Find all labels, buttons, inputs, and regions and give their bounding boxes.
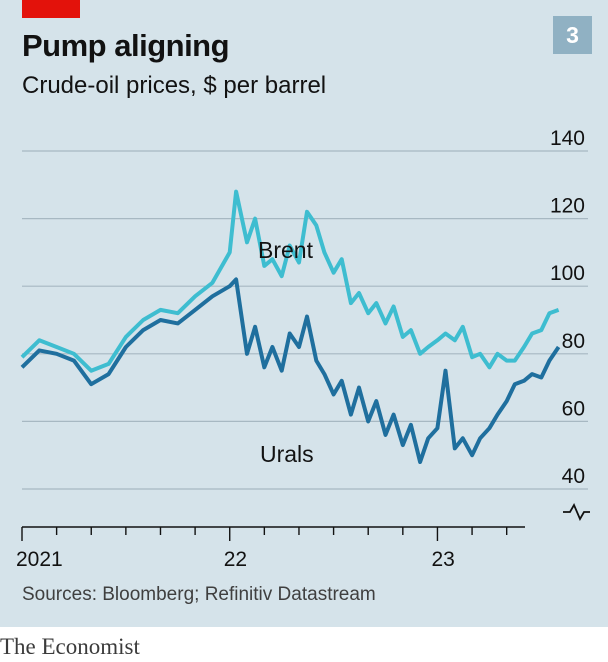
series-label-urals: Urals [260, 441, 314, 467]
line-chart: 40 60 80 100 120 140 Brent Urals 2021 22 23 [16, 127, 590, 571]
x-tick-labels: 2021 22 23 [16, 548, 455, 571]
series-line-urals [20, 277, 561, 464]
y-tick-label: 60 [562, 397, 585, 420]
y-tick-label: 100 [550, 262, 585, 285]
axis-break-icon [563, 502, 590, 522]
brand-name: The Economist [0, 634, 140, 659]
brand-tag [22, 0, 80, 18]
x-tick-label: 2021 [16, 548, 63, 571]
y-tick-label: 80 [562, 330, 585, 353]
chart-title: Pump aligning [22, 28, 230, 63]
y-tick-label: 140 [550, 127, 585, 150]
source-note: Sources: Bloomberg; Refinitiv Datastream [22, 584, 376, 605]
chart-panel [0, 0, 608, 627]
series-label-brent: Brent [258, 237, 314, 263]
x-axis [21, 526, 525, 541]
series-labels: Brent Urals [258, 237, 314, 467]
y-tick-label: 120 [550, 195, 585, 218]
x-tick-label: 22 [224, 548, 247, 571]
y-tick-labels: 40 60 80 100 120 140 [550, 127, 585, 488]
chart-subtitle: Crude-oil prices, $ per barrel [22, 72, 327, 99]
chart-number-badge: 3 [553, 16, 592, 54]
series-lines [20, 189, 561, 464]
series-line-brent [20, 189, 560, 373]
x-tick-label: 23 [431, 548, 454, 571]
y-tick-label: 40 [562, 465, 585, 488]
